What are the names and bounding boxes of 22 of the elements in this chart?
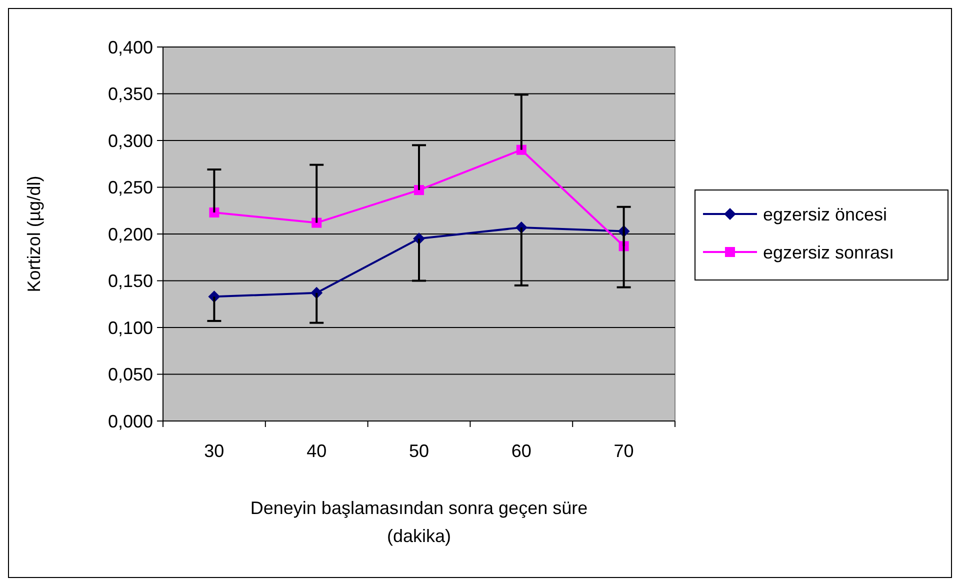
y-tick-label: 0,100 [108, 318, 153, 338]
point [312, 218, 322, 228]
y-axis-title: Kortizol (µg/dl) [24, 176, 44, 292]
x-tick-label: 60 [511, 441, 532, 461]
x-tick-label: 70 [614, 441, 634, 461]
x-tick-label: 30 [204, 441, 224, 461]
y-tick-label: 0,050 [108, 364, 153, 385]
y-tick-label: 0,150 [108, 271, 153, 292]
point [516, 144, 526, 155]
y-tick-label: 0,000 [108, 411, 153, 432]
legend-label: egzersiz sonrası [763, 242, 894, 262]
y-tick-label: 0,200 [108, 224, 153, 244]
point [414, 185, 424, 196]
y-tick-label: 0,350 [108, 84, 153, 104]
y-tick-label: 0,250 [108, 178, 153, 198]
x-axis-title: Deneyin başlamasından sonra geçen süre (dakika) [250, 498, 588, 546]
point [209, 207, 220, 218]
legend-label: egzersiz öncesi [763, 204, 888, 224]
x-tick-label: 50 [408, 441, 430, 461]
y-tick-label: 0,400 [108, 37, 153, 58]
y-tick-label: 0,300 [108, 130, 153, 151]
x-tick-label: 40 [306, 441, 327, 461]
